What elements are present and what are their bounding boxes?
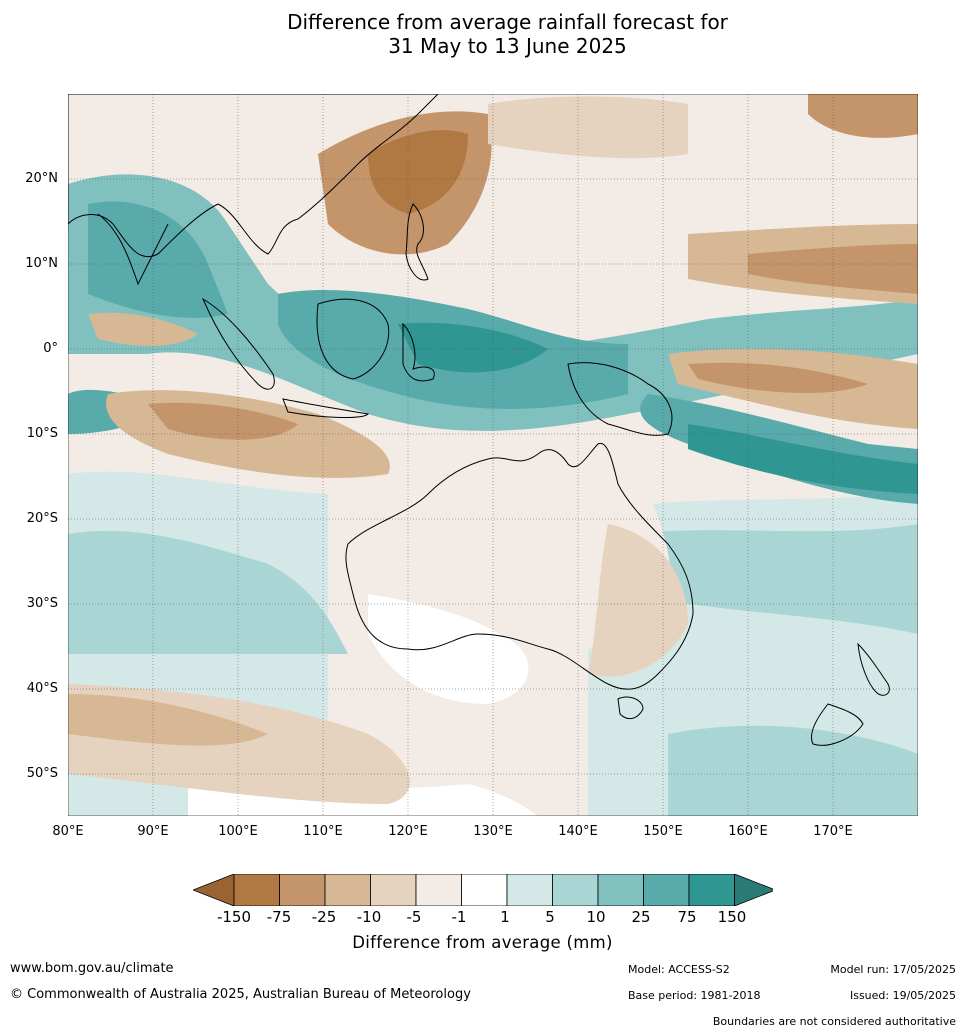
colorbar-tick: 25	[631, 908, 651, 926]
coastlines	[68, 94, 890, 746]
philippines-coastline	[405, 203, 429, 281]
colorbar-cell	[688, 874, 735, 906]
lon-label-160e: 160°E	[728, 824, 768, 839]
lon-label-130e: 130°E	[473, 824, 513, 839]
base-period-label: Base period: 1981-2018	[628, 989, 761, 1002]
lat-label-50s: 50°S	[26, 766, 58, 781]
sulawesi-coastline	[402, 322, 435, 382]
copyright-text: © Commonwealth of Australia 2025, Austra…	[10, 987, 471, 1002]
colorbar-tick: 1	[500, 908, 510, 926]
lat-label-20n: 20°N	[25, 171, 58, 186]
sumatra-coastline	[201, 297, 275, 390]
lat-label-0: 0°	[43, 341, 58, 356]
colorbar-cell	[597, 874, 644, 906]
colorbar-cell	[506, 874, 553, 906]
disclaimer-text: Boundaries are not considered authoritat…	[712, 1015, 956, 1028]
colorbar-cell	[279, 874, 326, 906]
model-run-label: Model run: 17/05/2025	[830, 963, 956, 976]
lon-label-100e: 100°E	[218, 824, 258, 839]
website-link[interactable]: www.bom.gov.au/climate	[10, 961, 174, 976]
lat-label-20s: 20°S	[26, 511, 58, 526]
colorbar-extend-low	[193, 874, 235, 906]
graticule	[68, 94, 918, 816]
colorbar-tick: 5	[545, 908, 555, 926]
map-title: Difference from average rainfall forecas…	[0, 10, 965, 58]
colorbar-extend-high	[734, 874, 773, 906]
colorbar-cell	[324, 874, 371, 906]
lon-label-140e: 140°E	[558, 824, 598, 839]
java-coastline	[282, 398, 370, 418]
asia-coastline	[68, 94, 439, 258]
lon-label-170e: 170°E	[813, 824, 853, 839]
colorbar-tick: -75	[266, 908, 292, 926]
colorbar-tick: 10	[586, 908, 606, 926]
model-label: Model: ACCESS-S2	[628, 963, 730, 976]
lon-label-120e: 120°E	[388, 824, 428, 839]
tasmania-coastline	[617, 696, 644, 720]
colorbar-cell	[643, 874, 690, 906]
lon-label-110e: 110°E	[303, 824, 343, 839]
colorbar-title: Difference from average (mm)	[352, 933, 613, 952]
colorbar-cell	[415, 874, 462, 906]
lat-label-30s: 30°S	[26, 596, 58, 611]
new-zealand-coastline	[811, 642, 890, 746]
lon-label-150e: 150°E	[643, 824, 683, 839]
lon-label-80e: 80°E	[52, 824, 84, 839]
colorbar-tick: -5	[406, 908, 422, 926]
lon-label-90e: 90°E	[137, 824, 169, 839]
lat-label-10s: 10°S	[26, 426, 58, 441]
colorbar-tick: 75	[677, 908, 697, 926]
colorbar-tick: -10	[356, 908, 382, 926]
colorbar-tick: -1	[451, 908, 467, 926]
lat-label-10n: 10°N	[25, 256, 58, 271]
india-coastline	[97, 213, 169, 286]
rainfall-map	[68, 94, 918, 816]
colorbar-tick: -25	[311, 908, 337, 926]
title-line-2: 31 May to 13 June 2025	[388, 34, 627, 58]
borneo-coastline	[316, 298, 390, 380]
lat-label-40s: 40°S	[26, 681, 58, 696]
new-guinea-coastline	[567, 362, 673, 436]
colorbar-cell	[370, 874, 417, 906]
colorbar-cell	[461, 874, 508, 906]
colorbar-cell	[552, 874, 599, 906]
title-line-1: Difference from average rainfall forecas…	[287, 10, 728, 34]
australia-coastline	[345, 442, 694, 690]
colorbar	[193, 874, 773, 906]
colorbar-tick: 150	[717, 908, 747, 926]
colorbar-cell	[233, 874, 280, 906]
colorbar-tick: -150	[216, 908, 252, 926]
issued-label: Issued: 19/05/2025	[849, 989, 956, 1002]
